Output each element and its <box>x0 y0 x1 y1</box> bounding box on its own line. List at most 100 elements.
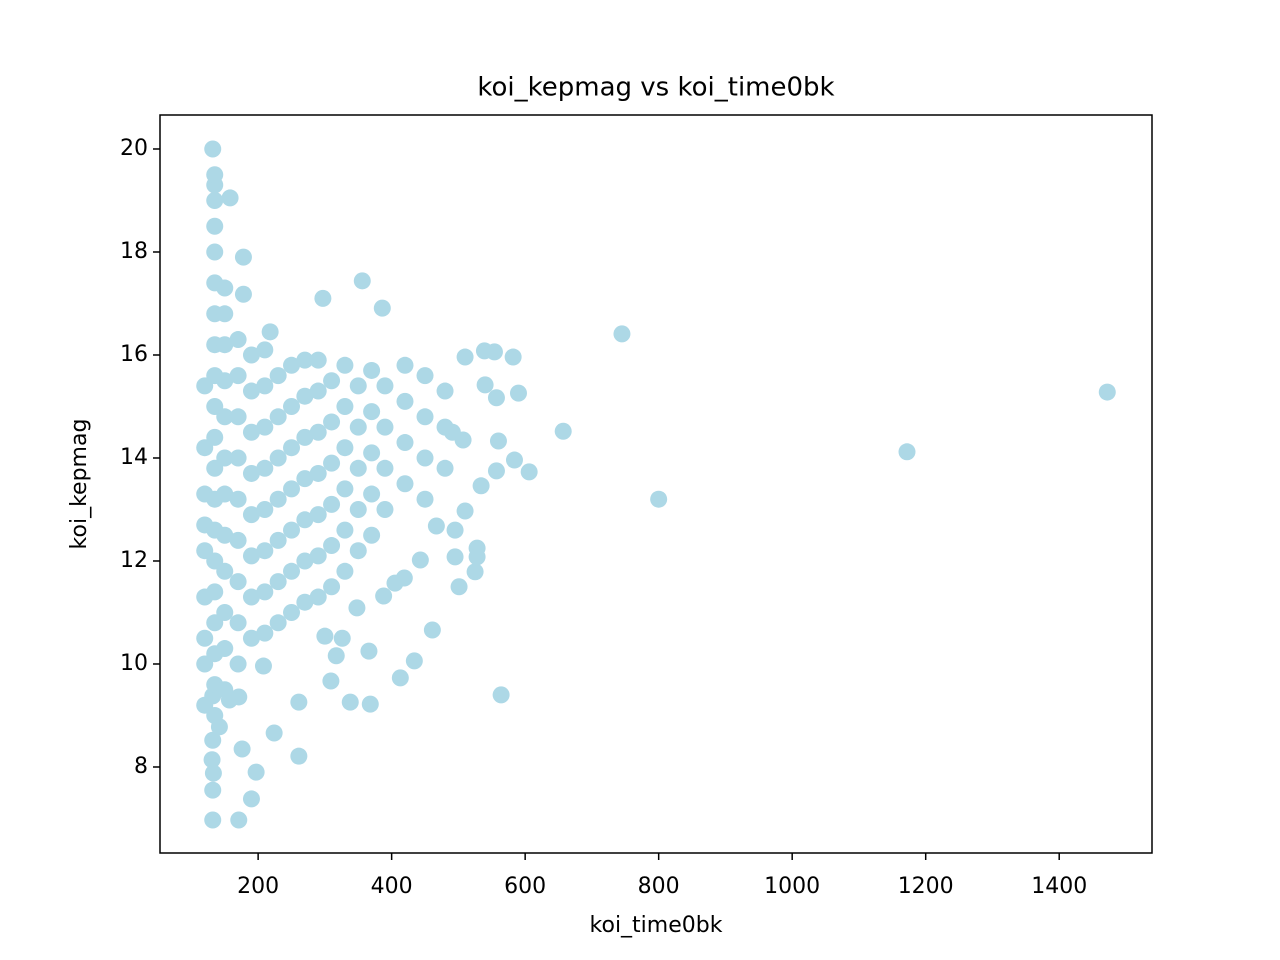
y-tick-label: 16 <box>120 342 148 367</box>
point <box>242 629 260 647</box>
point <box>203 751 221 769</box>
point <box>504 348 522 366</box>
point <box>290 693 308 711</box>
point <box>296 351 314 369</box>
point <box>261 323 279 341</box>
point <box>349 500 367 518</box>
point <box>296 387 314 405</box>
point <box>269 490 287 508</box>
point <box>322 672 340 690</box>
point <box>446 548 464 566</box>
point <box>283 562 301 580</box>
point <box>204 764 222 782</box>
point <box>360 642 378 660</box>
point <box>505 451 523 469</box>
point <box>349 542 367 560</box>
point <box>296 428 314 446</box>
point <box>336 480 354 498</box>
point <box>283 521 301 539</box>
point <box>216 562 234 580</box>
y-tick-label: 18 <box>120 239 148 264</box>
point <box>416 490 434 508</box>
point <box>489 432 507 450</box>
point <box>341 693 359 711</box>
point <box>361 695 379 713</box>
point <box>336 356 354 374</box>
point <box>436 418 454 436</box>
y-tick-label: 8 <box>134 754 148 779</box>
point <box>450 578 468 596</box>
point <box>204 781 222 799</box>
point <box>234 248 252 266</box>
point <box>323 578 341 596</box>
point <box>386 574 404 592</box>
point <box>242 346 260 364</box>
point <box>242 506 260 524</box>
x-tick-label: 1000 <box>764 874 820 899</box>
point <box>898 443 916 461</box>
point <box>229 573 247 591</box>
point <box>520 463 538 481</box>
point <box>256 500 274 518</box>
point <box>349 418 367 436</box>
points <box>196 140 1116 829</box>
point <box>247 763 265 781</box>
point <box>650 490 668 508</box>
point <box>333 629 351 647</box>
point <box>376 500 394 518</box>
point <box>229 449 247 467</box>
point <box>416 367 434 385</box>
point <box>256 377 274 395</box>
point <box>242 382 260 400</box>
point <box>230 811 248 829</box>
point <box>283 356 301 374</box>
point <box>323 537 341 555</box>
point <box>296 470 314 488</box>
point <box>309 351 327 369</box>
point <box>323 495 341 513</box>
point <box>206 191 224 209</box>
point <box>204 811 222 829</box>
point <box>314 289 332 307</box>
point <box>283 603 301 621</box>
point <box>405 652 423 670</box>
point <box>456 502 474 520</box>
point <box>436 382 454 400</box>
point <box>309 506 327 524</box>
point <box>242 464 260 482</box>
point <box>454 431 472 449</box>
point <box>216 279 234 297</box>
point <box>242 588 260 606</box>
point <box>373 299 391 317</box>
point <box>363 485 381 503</box>
point <box>485 343 503 361</box>
point <box>254 657 272 675</box>
point <box>269 573 287 591</box>
point <box>423 621 441 639</box>
point <box>265 724 283 742</box>
point <box>216 526 234 544</box>
x-tick-label: 1400 <box>1031 874 1087 899</box>
point <box>256 583 274 601</box>
point <box>283 397 301 415</box>
point <box>256 341 274 359</box>
point <box>436 459 454 477</box>
point <box>242 790 260 808</box>
point <box>216 408 234 426</box>
x-tick-label: 600 <box>504 874 546 899</box>
point <box>296 511 314 529</box>
x-tick-label: 800 <box>638 874 680 899</box>
y-axis-label: koi_kepmag <box>67 419 92 550</box>
point <box>468 548 486 566</box>
point <box>487 462 505 480</box>
point <box>216 640 234 658</box>
point <box>296 552 314 570</box>
point <box>353 272 371 290</box>
point <box>375 587 393 605</box>
point <box>283 480 301 498</box>
x-tick-label: 1200 <box>898 874 954 899</box>
point <box>323 413 341 431</box>
point <box>376 377 394 395</box>
point <box>256 542 274 560</box>
point <box>554 422 572 440</box>
